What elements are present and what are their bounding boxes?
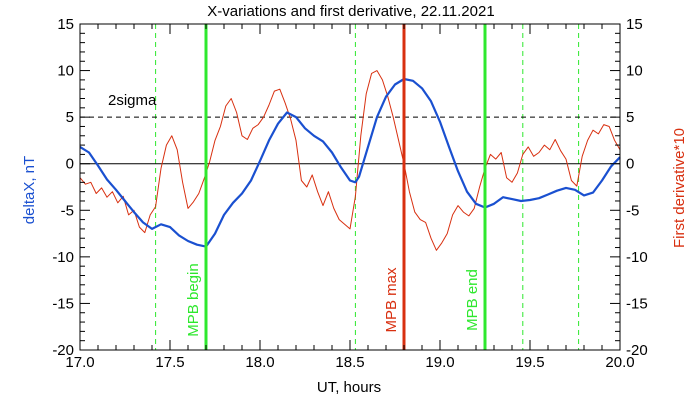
y-axis-label-right: First derivative*10 xyxy=(671,128,688,248)
y-tick-label-right-5: 5 xyxy=(626,109,634,126)
x-tick-label-1: 17.5 xyxy=(155,354,184,371)
y-axis-label-left: deltaX, nT xyxy=(21,156,38,224)
x-tick-label-6: 20.0 xyxy=(605,354,634,371)
y-tick-label-right-6: 10 xyxy=(626,63,643,80)
y-tick-label-left-2: -10 xyxy=(52,249,74,266)
y-tick-label-right-3: -5 xyxy=(626,202,639,219)
y-tick-label-right-7: 15 xyxy=(626,16,643,33)
x-tick-label-2: 18.0 xyxy=(245,354,274,371)
series-line-deltax xyxy=(79,77,621,248)
y-tick-label-right-0: -20 xyxy=(626,342,648,359)
y-tick-label-left-1: -15 xyxy=(52,295,74,312)
plot-frame xyxy=(79,23,621,351)
x-tick-label-3: 18.5 xyxy=(335,354,364,371)
chart-title: X-variations and first derivative, 22.11… xyxy=(207,3,494,20)
vertical-marker-label-2: MPB end xyxy=(464,269,481,331)
y-tick-label-right-1: -15 xyxy=(626,295,648,312)
y-tick-label-left-7: 15 xyxy=(57,16,74,33)
y-tick-label-left-6: 10 xyxy=(57,63,74,80)
x-tick-label-0: 17.0 xyxy=(65,354,94,371)
y-tick-label-left-3: -5 xyxy=(61,202,74,219)
plot-layer: 2sigma MPB begin MPB max MPB end 17.0 17.5 18.… xyxy=(52,16,647,371)
y-tick-label-right-4: 0 xyxy=(626,156,634,173)
x-tick-label-5: 19.5 xyxy=(515,354,544,371)
x-axis-label: UT, hours xyxy=(317,379,381,396)
series-line-derivative xyxy=(79,70,621,251)
y-tick-label-left-4: 0 xyxy=(66,156,74,173)
sigma-label: 2sigma xyxy=(108,92,157,109)
x-tick-label-4: 19.0 xyxy=(425,354,454,371)
y-tick-label-right-2: -10 xyxy=(626,249,648,266)
vertical-marker-label-0: MPB begin xyxy=(185,263,202,336)
vertical-marker-label-1: MPB max xyxy=(383,267,400,333)
y-tick-label-left-5: 5 xyxy=(66,109,74,126)
y-tick-label-left-0: -20 xyxy=(52,342,74,359)
